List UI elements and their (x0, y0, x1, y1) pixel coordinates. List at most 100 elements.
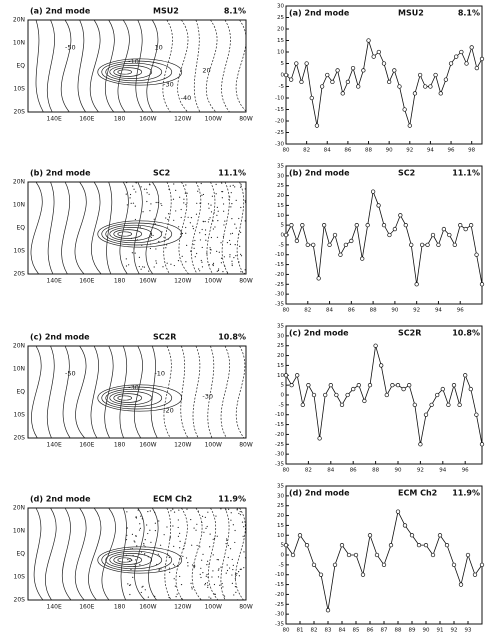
stipple (166, 262, 168, 264)
stipple (206, 560, 209, 562)
contour-line (206, 182, 216, 274)
stipple (202, 572, 204, 574)
stipple (194, 565, 196, 567)
x-tick-label: 92 (406, 148, 413, 154)
stipple (134, 205, 136, 207)
data-point (392, 68, 397, 73)
stipple (233, 594, 235, 596)
stipple (209, 546, 211, 548)
x-tick-label: 140E (47, 278, 62, 285)
stipple (144, 589, 146, 591)
contour-line (74, 508, 87, 600)
y-tick-label: -25 (275, 442, 284, 448)
stipple (197, 190, 199, 192)
data-point (376, 49, 381, 55)
contour-line (251, 508, 259, 600)
stipple (186, 508, 188, 510)
x-tick-label: 160E (79, 278, 94, 285)
contour-line (163, 182, 172, 274)
stipple (125, 258, 127, 260)
data-point (311, 392, 317, 398)
stipple (240, 253, 242, 256)
stipple (231, 558, 233, 561)
map-frame (27, 181, 247, 275)
data-point (451, 562, 457, 568)
data-point (430, 552, 436, 558)
variance-percent: 11.9% (218, 495, 246, 504)
data-point (300, 222, 305, 228)
data-point (464, 61, 469, 66)
stipple (154, 529, 157, 532)
data-point (425, 242, 430, 248)
stipple (129, 197, 131, 199)
stipple (207, 221, 210, 223)
x-tick-label: 91 (437, 628, 444, 633)
stipple (191, 544, 193, 546)
stipple (218, 568, 220, 570)
contour-line (191, 182, 202, 274)
stipple (133, 563, 135, 565)
x-tick-label: 88 (365, 148, 372, 154)
panel-label: (d) 2nd mode (289, 489, 350, 498)
contour-line (97, 546, 183, 574)
stipple (170, 263, 172, 265)
contour-label: -40 (181, 94, 192, 102)
stipple (138, 529, 141, 531)
data-point (381, 562, 387, 568)
x-tick-label: 160W (139, 116, 156, 123)
stipple (140, 515, 142, 517)
data-point (395, 509, 401, 514)
stipple (177, 260, 180, 262)
contour-line (220, 346, 230, 438)
stipple (199, 232, 201, 234)
data-point (479, 442, 485, 447)
stipple (217, 559, 220, 561)
data-point (403, 222, 408, 228)
stipple (139, 564, 141, 566)
stipple (172, 525, 174, 527)
stipple (169, 536, 172, 538)
stipple (199, 573, 201, 575)
stipple (159, 544, 162, 546)
contour-line (117, 395, 133, 401)
stipple (225, 538, 228, 540)
stipple (193, 566, 195, 569)
stipple (209, 247, 211, 249)
y-tick-label: -25 (275, 130, 284, 136)
stipple (204, 516, 206, 518)
stipple (235, 255, 237, 257)
stipple (143, 542, 145, 545)
x-tick-label: 84 (326, 308, 333, 314)
y-tick-label: 20N (13, 179, 25, 186)
stipple (201, 261, 203, 263)
stipple (165, 217, 167, 219)
stipple (131, 559, 133, 561)
variance-percent: 8.1% (224, 7, 246, 16)
stipple (181, 255, 183, 257)
contour-line (164, 508, 172, 600)
data-point (371, 54, 376, 59)
stipple (133, 540, 135, 542)
contour-line (193, 20, 201, 112)
data-point (402, 107, 407, 112)
stipple (150, 203, 152, 205)
stipple (210, 597, 212, 599)
stipple (183, 198, 185, 200)
contour-line (251, 346, 260, 438)
contour-label: -50 (65, 370, 76, 378)
stipple (134, 541, 136, 543)
y-tick-label: -25 (275, 282, 284, 288)
x-tick-label: 80W (239, 116, 253, 123)
stipple (139, 226, 141, 228)
data-point (354, 222, 359, 228)
stipple (128, 264, 130, 266)
stipple (217, 220, 219, 222)
stipple (234, 223, 236, 225)
stipple (140, 551, 143, 553)
stipple (149, 243, 151, 245)
stipple (211, 195, 213, 197)
stipple (168, 567, 171, 569)
stipple (137, 509, 139, 511)
stipple (204, 582, 207, 585)
contour-line (97, 384, 183, 412)
